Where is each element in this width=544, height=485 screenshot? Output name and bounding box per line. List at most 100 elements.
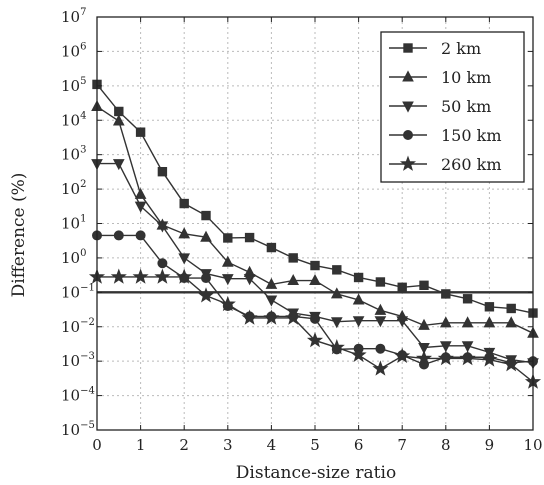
legend: 2 km 10 km 50 km 150 km 260 km (380, 31, 525, 183)
x-tick-label: 0 (92, 436, 102, 454)
data-point (418, 342, 430, 355)
y-tick-base: 10 (61, 283, 80, 301)
x-axis-label: Distance-size ratio (236, 463, 396, 483)
data-point (328, 339, 345, 355)
y-tick-base: 10 (61, 77, 80, 95)
y-tick-label: 104 (61, 110, 86, 129)
legend-box (380, 31, 525, 183)
data-point (397, 282, 407, 293)
y-tick-base: 10 (61, 387, 80, 405)
y-tick-label: 105 (61, 76, 86, 95)
y-tick-label: 10−3 (61, 351, 95, 370)
data-point (200, 230, 212, 242)
data-point (176, 268, 193, 284)
legend-label: 150 km (441, 126, 502, 145)
data-point (309, 273, 321, 286)
y-tick-label: 10−4 (61, 386, 95, 405)
ticks (96, 16, 534, 431)
data-point (352, 316, 365, 328)
data-point (178, 253, 191, 265)
data-point (114, 106, 124, 117)
data-point (156, 221, 169, 233)
data-point (439, 341, 452, 353)
y-tick-base: 10 (61, 180, 80, 198)
data-point (132, 268, 149, 284)
y-tick-base: 10 (61, 249, 80, 267)
legend-marker (402, 101, 414, 113)
data-point (201, 210, 211, 221)
y-tick-exponent: 7 (80, 7, 86, 18)
data-point (439, 316, 452, 328)
y-tick-exponent: −5 (80, 420, 95, 431)
data-point (221, 255, 234, 267)
data-point (350, 346, 367, 362)
data-point (481, 351, 498, 367)
data-point (266, 242, 277, 253)
data-point (265, 277, 278, 289)
legend-label: 10 km (441, 68, 491, 87)
y-tick-label: 102 (61, 179, 86, 198)
data-point (113, 230, 124, 241)
data-point (375, 343, 386, 354)
data-point (375, 277, 386, 287)
data-point (287, 273, 300, 286)
data-point (461, 341, 474, 353)
y-tick-label: 103 (61, 145, 86, 164)
data-point (306, 331, 324, 348)
data-point (110, 268, 127, 284)
data-point (419, 280, 429, 291)
y-tick-label: 101 (61, 214, 86, 233)
x-tick-label: 10 (523, 436, 542, 454)
x-tick-label: 4 (267, 436, 277, 454)
data-point (112, 114, 125, 126)
y-tick-label: 107 (61, 7, 86, 26)
legend-label: 2 km (441, 39, 481, 58)
data-point (310, 260, 320, 271)
y-tick-exponent: −1 (80, 282, 95, 293)
data-point (285, 309, 302, 325)
y-tick-labels: 10710610510410310210110010−110−210−310−4… (61, 7, 95, 439)
data-point (462, 294, 473, 304)
legend-entry: 50 km (389, 97, 491, 116)
y-tick-exponent: −4 (80, 386, 95, 397)
y-tick-label: 10−2 (61, 317, 95, 336)
data-point (418, 318, 430, 330)
data-point (157, 166, 168, 177)
data-point (374, 316, 387, 328)
data-point (505, 316, 518, 328)
legend-marker (403, 130, 413, 140)
data-point (352, 293, 365, 305)
data-point (437, 349, 454, 366)
legend-entry: 260 km (389, 155, 502, 174)
data-point (288, 253, 298, 263)
y-tick-exponent: 5 (80, 76, 86, 87)
y-tick-label: 10−5 (61, 420, 95, 439)
data-point (112, 159, 125, 171)
data-point (221, 274, 234, 286)
data-point (201, 273, 211, 284)
y-tick-label: 106 (61, 41, 86, 60)
y-tick-exponent: 2 (80, 179, 86, 190)
y-axis-label: Difference (%) (9, 173, 29, 298)
data-point (135, 230, 146, 241)
y-tick-exponent: 6 (80, 41, 86, 52)
y-tick-exponent: 4 (80, 110, 86, 121)
data-point (503, 356, 520, 372)
data-point (154, 268, 171, 284)
series-2-km (92, 79, 538, 318)
legend-entry: 10 km (389, 68, 491, 87)
y-tick-base: 10 (61, 352, 80, 370)
x-tick-label: 2 (179, 436, 189, 454)
y-tick-exponent: −2 (80, 317, 95, 328)
y-tick-base: 10 (61, 42, 80, 60)
data-point (484, 302, 495, 312)
y-tick-exponent: 3 (80, 145, 86, 156)
data-point (179, 198, 189, 209)
data-point (459, 349, 476, 366)
data-point (330, 287, 343, 299)
y-tick-base: 10 (61, 111, 80, 129)
data-point (506, 303, 516, 314)
data-point (178, 227, 191, 239)
data-point (415, 349, 433, 366)
